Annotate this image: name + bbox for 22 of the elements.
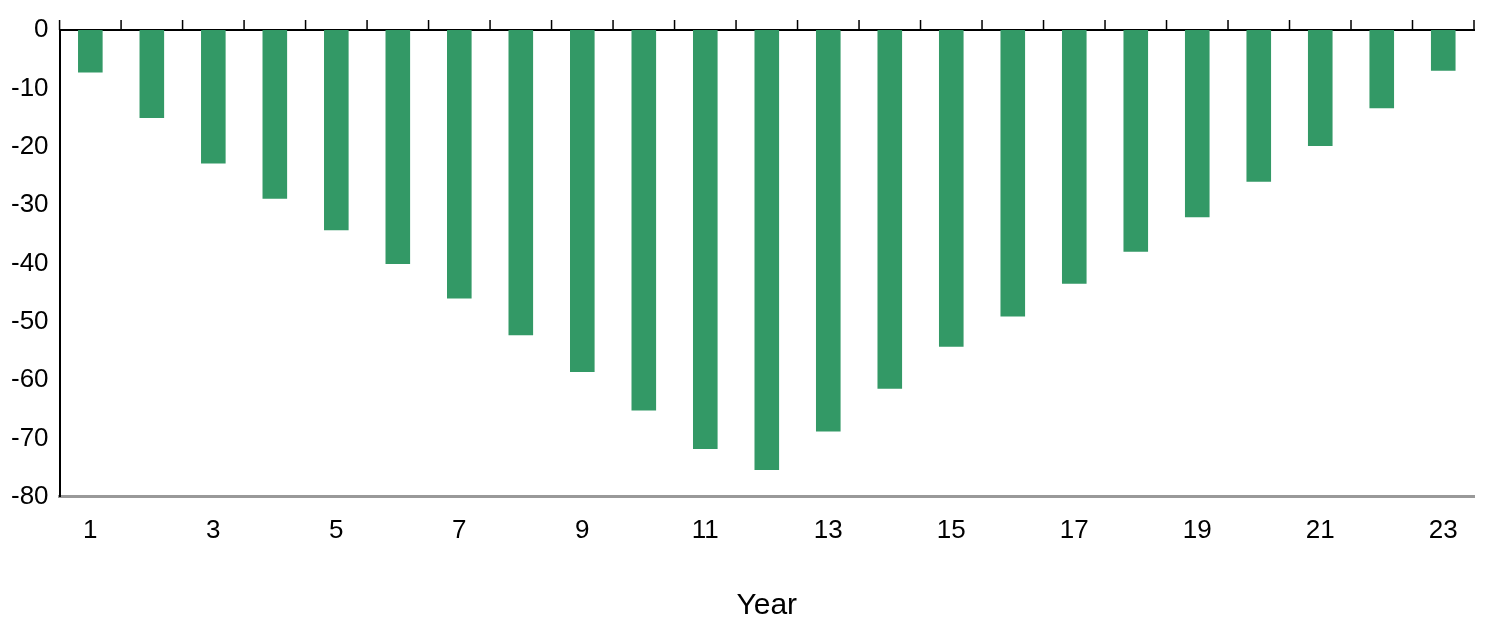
x-tick-label: 17 xyxy=(1059,513,1089,544)
x-tick-label: 9 xyxy=(575,513,590,544)
x-axis-title: Year xyxy=(736,587,798,621)
x-tick-label: 7 xyxy=(452,513,467,544)
y-tick-label: -50 xyxy=(11,304,49,335)
x-tick-label: 15 xyxy=(936,513,966,544)
x-tick-label: 23 xyxy=(1428,513,1458,544)
y-tick-label: -70 xyxy=(11,421,49,452)
x-tick-label: 5 xyxy=(329,513,344,544)
x-tick-label: 19 xyxy=(1182,513,1212,544)
y-tick-label: -80 xyxy=(11,479,49,510)
x-tick-label: 3 xyxy=(206,513,221,544)
x-tick-label: 13 xyxy=(813,513,843,544)
x-tick-label: 11 xyxy=(691,513,719,544)
x-tick-label: 1 xyxy=(83,513,98,544)
y-tick-label: 0 xyxy=(34,13,49,44)
x-tick-label: 21 xyxy=(1305,513,1335,544)
y-tick-label: -30 xyxy=(11,188,49,219)
y-tick-label: -60 xyxy=(11,363,49,394)
y-tick-label: -20 xyxy=(11,129,49,160)
y-tick-label: -10 xyxy=(11,71,49,102)
y-tick-label: -40 xyxy=(11,246,49,277)
